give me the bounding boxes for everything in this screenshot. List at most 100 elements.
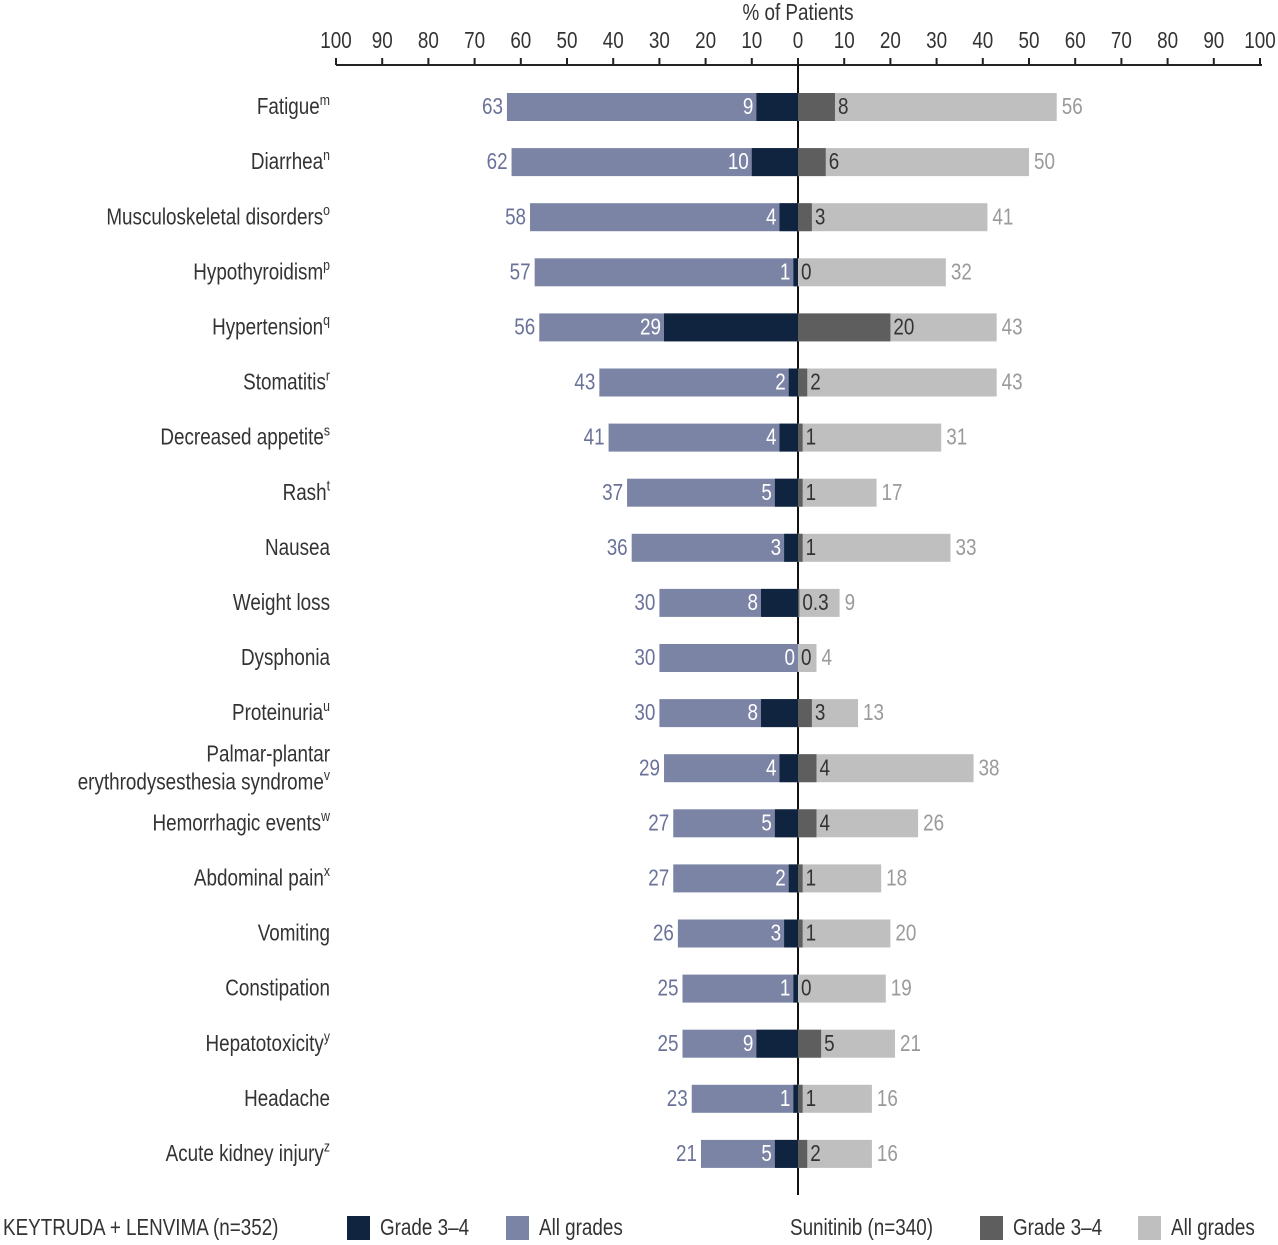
category-label: Fatiguem: [257, 92, 330, 120]
label-left-all-grades: 63: [482, 94, 503, 119]
legend-left-all-label: All grades: [539, 1215, 623, 1240]
bar-right-grade-3-4: [798, 919, 803, 948]
label-right-all-grades: 17: [882, 480, 903, 505]
bar-right-grade-3-4: [798, 699, 812, 728]
label-left-all-grades: 29: [639, 756, 660, 781]
bar-right-all-grades: [798, 533, 951, 562]
label-right-all-grades: 20: [895, 921, 916, 946]
label-left-all-grades: 26: [653, 921, 674, 946]
category-label: erythrodysesthesia syndromev: [78, 767, 330, 795]
label-left-all-grades: 41: [584, 425, 605, 450]
label-right-grade-3-4: 1: [806, 535, 816, 560]
label-left-all-grades: 37: [602, 480, 623, 505]
bar-left-all-grades: [659, 644, 798, 672]
bar-left-grade-3-4: [793, 974, 798, 1003]
bar-left-grade-3-4: [779, 754, 798, 783]
label-left-grade-3-4: 1: [780, 976, 790, 1001]
label-left-grade-3-4: 8: [748, 701, 758, 726]
bar-left-grade-3-4: [774, 809, 798, 838]
label-left-grade-3-4: 1: [780, 1086, 790, 1111]
bar-left-grade-3-4: [664, 313, 798, 342]
x-tick-label: 30: [649, 28, 670, 53]
bar-left-all-grades: [599, 368, 798, 397]
bar-right-all-grades: [798, 258, 946, 287]
category-label: Hypertensionq: [212, 312, 330, 340]
x-tick-label: 30: [926, 28, 947, 53]
footnote-marker: z: [324, 1139, 330, 1155]
label-right-all-grades: 4: [821, 645, 832, 670]
bar-left-grade-3-4: [788, 864, 798, 893]
footnote-marker: u: [323, 698, 330, 714]
bar-left-all-grades: [530, 203, 798, 232]
legend-swatch-left-grade: [347, 1216, 370, 1240]
footnote-marker: y: [324, 1029, 330, 1045]
footnote-marker: w: [320, 808, 330, 824]
label-right-grade-3-4: 1: [806, 425, 816, 450]
label-left-grade-3-4: 1: [780, 260, 790, 285]
footnote-marker: s: [324, 423, 330, 439]
label-left-all-grades: 25: [658, 1031, 679, 1056]
label-right-grade-3-4: 4: [819, 811, 830, 836]
bar-left-all-grades: [534, 258, 798, 287]
x-tick-label: 90: [1203, 28, 1224, 53]
label-right-grade-3-4: 1: [806, 1086, 816, 1111]
bar-left-all-grades: [627, 478, 798, 507]
category-label: Hepatotoxicityy: [205, 1029, 330, 1057]
label-left-all-grades: 23: [667, 1086, 688, 1111]
label-left-all-grades: 30: [634, 645, 655, 670]
bar-right-grade-3-4: [798, 864, 803, 893]
bar-left-all-grades: [506, 93, 798, 121]
label-right-all-grades: 33: [955, 535, 976, 560]
label-right-all-grades: 16: [877, 1141, 898, 1166]
label-right-all-grades: 38: [979, 756, 1000, 781]
bar-right-grade-3-4: [798, 313, 891, 342]
legend-right-all-label: All grades: [1171, 1215, 1255, 1240]
bar-right-all-grades: [798, 478, 877, 507]
x-tick-label: 10: [741, 28, 762, 53]
category-label: Vomiting: [258, 921, 330, 946]
bar-right-grade-3-4: [798, 478, 803, 507]
x-tick-label: 70: [464, 28, 485, 53]
label-right-grade-3-4: 2: [810, 1141, 820, 1166]
bar-left-grade-3-4: [779, 423, 798, 452]
label-left-grade-3-4: 29: [640, 315, 661, 340]
label-right-all-grades: 41: [992, 205, 1013, 230]
x-tick-label: 90: [372, 28, 393, 53]
label-right-grade-3-4: 5: [824, 1031, 834, 1056]
label-left-all-grades: 58: [505, 205, 526, 230]
category-label: Stomatitisr: [243, 367, 330, 395]
bar-right-grade-3-4: [798, 1084, 803, 1113]
bar-left-grade-3-4: [788, 368, 798, 397]
x-axis-label: % of Patients: [742, 0, 853, 25]
bar-right-all-grades: [798, 93, 1057, 121]
label-left-all-grades: 21: [676, 1141, 697, 1166]
x-tick-label: 10: [834, 28, 855, 53]
bar-left-grade-3-4: [751, 148, 798, 177]
category-label: Nausea: [265, 535, 330, 560]
label-left-grade-3-4: 4: [766, 205, 777, 230]
label-left-all-grades: 30: [634, 590, 655, 615]
bar-right-grade-3-4: [798, 1139, 808, 1168]
bar-right-grade-3-4: [798, 93, 835, 121]
bar-right-grade-3-4: [798, 368, 808, 397]
label-right-grade-3-4: 0: [801, 260, 811, 285]
footnote-marker: v: [324, 767, 330, 783]
bar-left-grade-3-4: [793, 1084, 798, 1113]
x-tick-label: 20: [695, 28, 716, 53]
label-right-all-grades: 31: [946, 425, 967, 450]
label-left-all-grades: 27: [648, 866, 669, 891]
label-left-all-grades: 57: [510, 260, 531, 285]
category-label: Proteinuriau: [232, 698, 330, 726]
label-left-grade-3-4: 2: [775, 370, 785, 395]
bar-right-all-grades: [798, 368, 997, 397]
bar-right-all-grades: [798, 203, 988, 232]
category-label: Acute kidney injuryz: [166, 1139, 330, 1167]
bar-left-all-grades: [677, 919, 798, 948]
bar-left-all-grades: [691, 1084, 798, 1113]
legend-left-group: KEYTRUDA + LENVIMA (n=352): [3, 1215, 278, 1240]
category-label: Decreased appetites: [160, 423, 330, 451]
x-tick-label: 0: [793, 28, 803, 53]
bar-right-all-grades: [798, 1139, 872, 1168]
category-label: Dysphonia: [241, 645, 330, 670]
bar-left-grade-3-4: [756, 93, 798, 121]
